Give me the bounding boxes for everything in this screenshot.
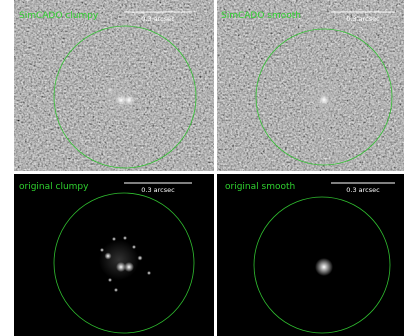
source: [315, 258, 333, 276]
source: [112, 237, 116, 241]
panel: SimCADO smooth 0.3 arcsec: [217, 0, 404, 171]
panel-title: SimCADO smooth: [221, 11, 301, 21]
panel: original smooth 0.3 arcsec: [217, 174, 404, 336]
scale-label: 0.3 arcsec: [141, 186, 175, 194]
source: [124, 95, 134, 105]
source: [124, 262, 134, 272]
scale-label: 0.3 arcsec: [346, 15, 380, 23]
source: [138, 256, 143, 261]
source: [123, 236, 127, 240]
source: [132, 245, 136, 249]
scale-label: 0.3 arcsec: [141, 15, 175, 23]
figure: SimCADO clumpy 0.3 arcsec SimCADO smooth…: [0, 0, 404, 336]
panel: original clumpy 0.3 arcsec: [14, 174, 214, 336]
panel-title: original smooth: [225, 182, 295, 192]
page: {"panels": [ {"title": "SimCADO clumpy",…: [0, 0, 404, 336]
source: [114, 288, 118, 292]
panel-title: original clumpy: [19, 182, 89, 192]
panel: SimCADO clumpy 0.3 arcsec: [14, 0, 214, 171]
panel-title: SimCADO clumpy: [19, 11, 99, 21]
source: [105, 253, 112, 260]
source: [107, 87, 113, 93]
source: [108, 278, 112, 282]
source: [100, 248, 104, 252]
scale-label: 0.3 arcsec: [346, 186, 380, 194]
source: [147, 271, 151, 275]
source: [319, 95, 329, 105]
